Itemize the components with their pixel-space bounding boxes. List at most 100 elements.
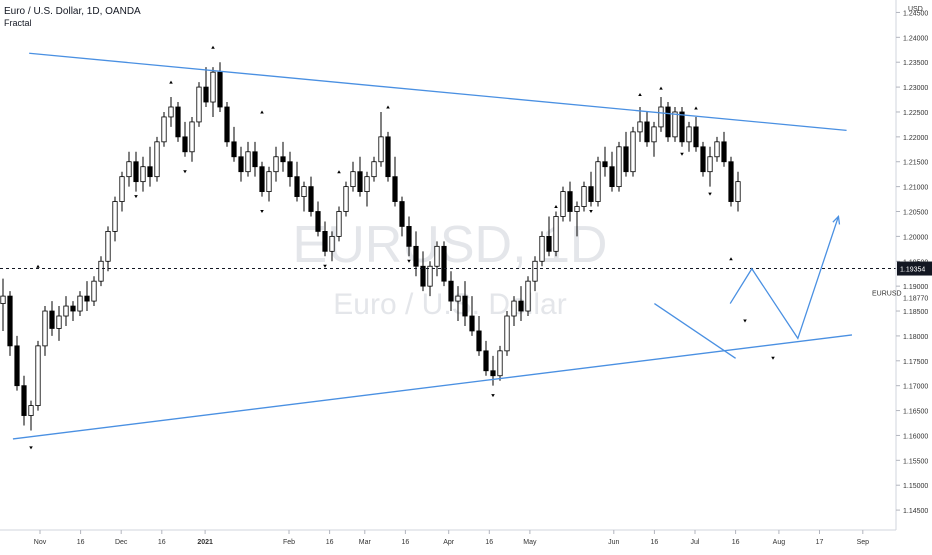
candle[interactable]	[581, 181, 587, 212]
candle[interactable]	[98, 256, 104, 287]
candle[interactable]	[336, 206, 342, 242]
candle[interactable]	[91, 276, 97, 307]
candle[interactable]	[567, 181, 573, 222]
candle[interactable]	[686, 121, 692, 152]
candle[interactable]	[560, 186, 566, 222]
candle[interactable]	[42, 306, 48, 356]
candle[interactable]	[427, 261, 433, 297]
time-axis[interactable]: Nov 16 Dec 16 2021 Feb 16 Mar 16 Apr 16 May Jun 16 Jul…	[0, 529, 932, 550]
candle[interactable]	[455, 286, 461, 321]
candle[interactable]	[518, 286, 524, 321]
candle[interactable]	[49, 301, 55, 336]
candle[interactable]	[245, 141, 251, 177]
plot-area[interactable]	[0, 45, 775, 450]
candle[interactable]	[77, 291, 83, 317]
candle[interactable]	[602, 146, 608, 177]
candle[interactable]	[252, 141, 258, 177]
candle[interactable]	[658, 97, 664, 132]
candle[interactable]	[532, 256, 538, 292]
candle[interactable]	[84, 281, 90, 312]
candle[interactable]	[56, 306, 62, 341]
candle[interactable]	[224, 102, 230, 147]
candle[interactable]	[637, 106, 643, 142]
price-axis[interactable]: 1.14500 1.15000 1.15500 1.16000 1.16500 1.170…	[872, 0, 932, 530]
candle[interactable]	[693, 116, 699, 152]
candle[interactable]	[497, 345, 503, 381]
candle[interactable]	[721, 131, 727, 167]
candle[interactable]	[133, 151, 139, 192]
candle[interactable]	[63, 296, 69, 326]
candle[interactable]	[364, 171, 370, 207]
candle[interactable]	[294, 161, 300, 202]
candle[interactable]	[679, 106, 685, 147]
candle[interactable]	[406, 216, 412, 257]
candle[interactable]	[441, 241, 447, 287]
candle[interactable]	[714, 136, 720, 162]
candle[interactable]	[350, 161, 356, 192]
candle[interactable]	[301, 181, 307, 212]
candle[interactable]	[574, 201, 580, 237]
candle[interactable]	[700, 141, 706, 177]
candle[interactable]	[119, 171, 125, 212]
candle[interactable]	[14, 335, 20, 391]
candle[interactable]	[308, 176, 314, 217]
indicator-label[interactable]: Fractal	[4, 18, 32, 28]
candle[interactable]	[161, 111, 167, 147]
candle[interactable]	[168, 97, 174, 127]
candle[interactable]	[154, 136, 160, 182]
candle[interactable]	[315, 201, 321, 237]
trendline-upper-resistance[interactable]	[29, 52, 847, 132]
candle[interactable]	[595, 156, 601, 207]
candle[interactable]	[21, 375, 27, 426]
candle[interactable]	[490, 355, 496, 386]
candle[interactable]	[539, 231, 545, 267]
candle[interactable]	[609, 151, 615, 192]
candle[interactable]	[280, 141, 286, 172]
candle[interactable]	[644, 111, 650, 147]
candle[interactable]	[189, 116, 195, 162]
candle[interactable]	[0, 278, 6, 331]
candle[interactable]	[28, 400, 34, 431]
candle[interactable]	[329, 231, 335, 262]
candle[interactable]	[210, 67, 216, 117]
candle[interactable]	[588, 171, 594, 207]
candle[interactable]	[35, 340, 41, 411]
candle[interactable]	[182, 121, 188, 157]
candle[interactable]	[462, 281, 468, 326]
candle[interactable]	[126, 151, 132, 187]
candle[interactable]	[357, 156, 363, 197]
drawing-overlays[interactable]	[0, 52, 896, 440]
candle[interactable]	[273, 146, 279, 182]
candle[interactable]	[616, 141, 622, 192]
symbol-title[interactable]: Euro / U.S. Dollar, 1D, OANDA	[4, 6, 141, 17]
candle[interactable]	[511, 296, 517, 326]
candle[interactable]	[665, 102, 671, 142]
candle[interactable]	[546, 216, 552, 257]
candle[interactable]	[322, 221, 328, 257]
candle[interactable]	[147, 146, 153, 187]
candle[interactable]	[392, 156, 398, 207]
candle[interactable]	[112, 196, 118, 242]
candle[interactable]	[504, 311, 510, 356]
candle[interactable]	[7, 291, 13, 356]
candle[interactable]	[525, 276, 531, 317]
candle[interactable]	[707, 146, 713, 187]
candle[interactable]	[469, 296, 475, 336]
candle[interactable]	[553, 211, 559, 257]
candle[interactable]	[385, 131, 391, 182]
candle[interactable]	[623, 131, 629, 177]
candle[interactable]	[259, 161, 265, 197]
candle[interactable]	[371, 156, 377, 182]
candle[interactable]	[203, 67, 209, 107]
candle[interactable]	[231, 126, 237, 162]
candle[interactable]	[434, 241, 440, 277]
trendline-falling-wedge[interactable]	[654, 303, 736, 359]
candle[interactable]	[672, 106, 678, 142]
candle[interactable]	[735, 171, 741, 212]
candle[interactable]	[196, 82, 202, 127]
candle[interactable]	[105, 226, 111, 272]
candle[interactable]	[651, 121, 657, 157]
trendline-lower-support[interactable]	[12, 334, 853, 440]
